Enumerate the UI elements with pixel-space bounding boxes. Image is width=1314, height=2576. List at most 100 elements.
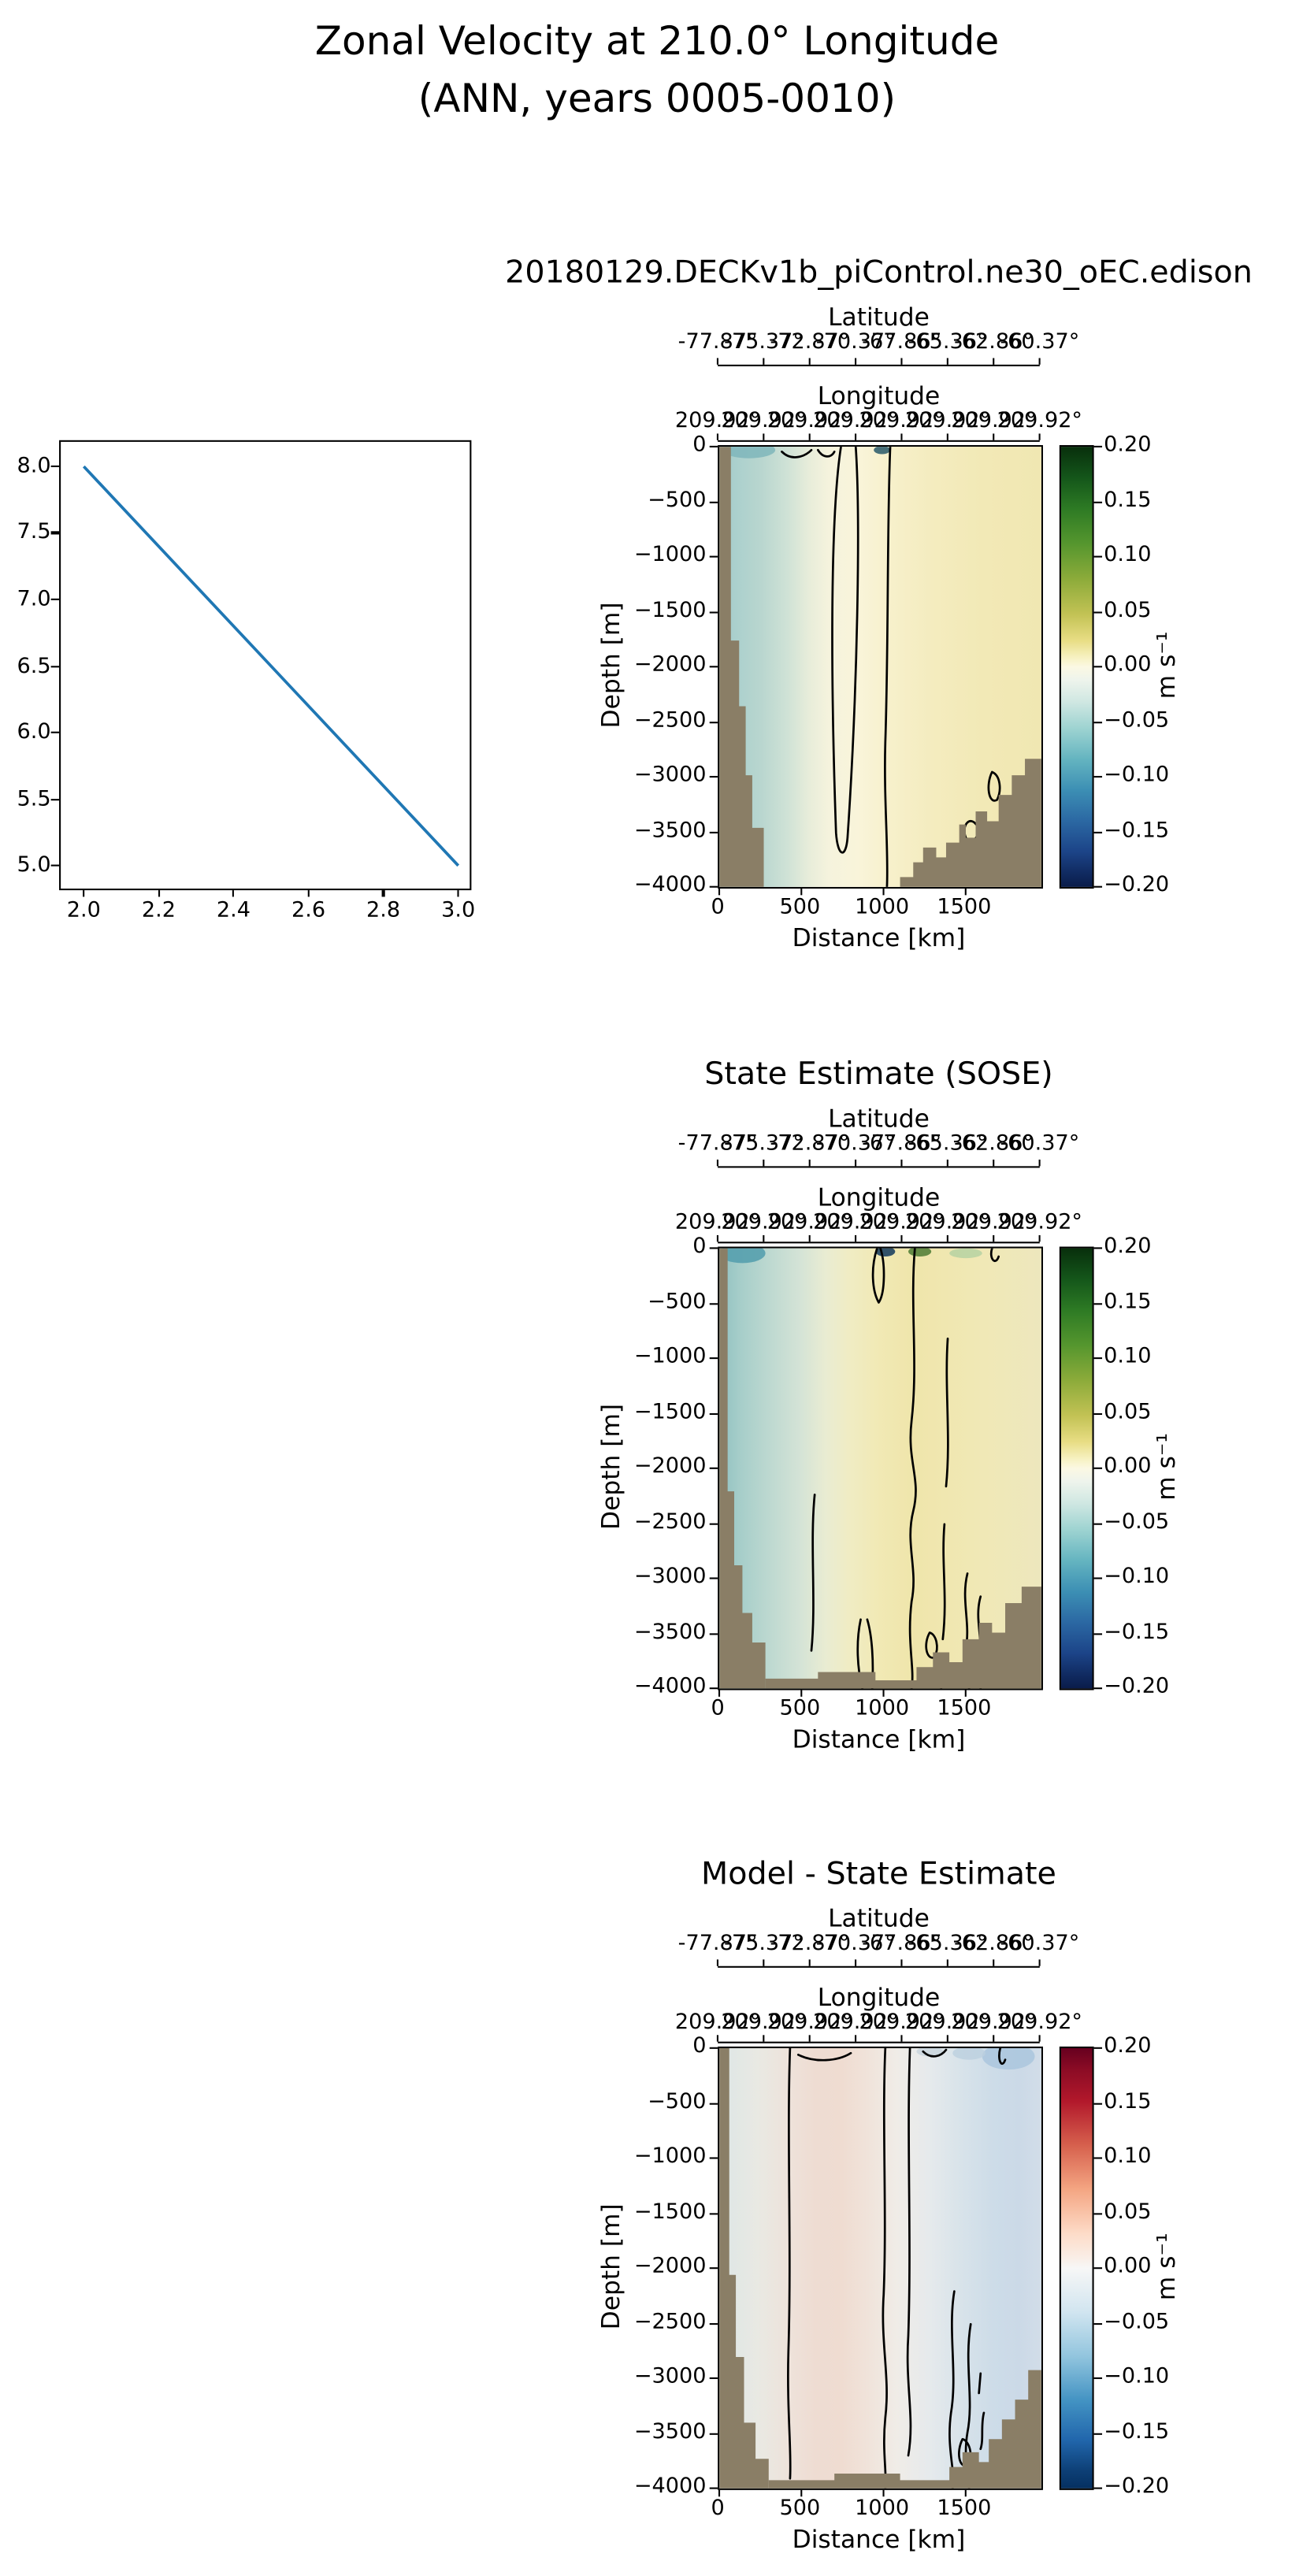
latitude-axis-label: Latitude — [828, 1104, 930, 1134]
depth-tick-label: −3000 — [633, 1564, 707, 1590]
panel-title-sose: State Estimate (SOSE) — [704, 1056, 1053, 1093]
longitude-tick-label: 209.92° — [859, 1210, 945, 1235]
latitude-tick-label: -62.86° — [953, 1131, 1034, 1156]
tick-mark — [855, 1160, 857, 1167]
tick-mark — [232, 890, 235, 897]
distance-tickmarks — [718, 888, 967, 896]
lineplot-x-tick-label: 3.0 — [441, 898, 476, 923]
tick-mark — [1038, 433, 1041, 440]
tick-mark — [964, 2489, 967, 2497]
tick-mark — [964, 1690, 967, 1697]
tick-mark — [709, 1577, 718, 1579]
tick-mark — [709, 2377, 718, 2380]
colorbar-tick-label: 0.15 — [1104, 2089, 1152, 2114]
lineplot-y-tick-label: 6.5 — [17, 653, 51, 679]
latitude-tick-label: -65.36° — [908, 330, 988, 355]
tick-mark — [763, 433, 765, 440]
latitude-tick-label: -60.37° — [1000, 1931, 1080, 1957]
longitude-tick-label: 209.92° — [951, 409, 1037, 434]
depth-tick-label: −2000 — [633, 652, 707, 678]
depth-tick-label: −3000 — [633, 763, 707, 788]
tick-mark — [709, 555, 718, 559]
longitude-axis-line — [716, 1234, 1041, 1244]
tick-mark — [1093, 1577, 1103, 1579]
tick-mark — [808, 1959, 811, 1966]
depth-tick-label: −500 — [648, 488, 707, 513]
colorbar-tick-label: 0.15 — [1104, 1289, 1152, 1314]
tick-mark — [1093, 2267, 1103, 2270]
colorbar-model — [1059, 445, 1103, 889]
colorbar-tick-label: −0.10 — [1104, 1564, 1170, 1590]
lineplot-y-tick-label: 6.0 — [17, 720, 51, 745]
tick-mark — [709, 2102, 718, 2105]
depth-tick-label: 0 — [692, 1234, 707, 1260]
latitude-tick-label: -75.37° — [724, 1931, 804, 1957]
tick-mark — [83, 890, 85, 897]
colorbar-tick-labels: 0.20 0.15 0.10 0.05 0.00 −0.05 −0.10 −0.15 −0.20 — [1104, 2034, 1178, 2499]
panel-sose: State Estimate (SOSE) Latitude -77.87° -7… — [592, 1056, 1183, 1763]
lineplot-x-tick-label: 2.0 — [66, 898, 101, 923]
colorbar-sose — [1059, 1246, 1103, 1691]
depth-tick-label: −3500 — [633, 1619, 707, 1645]
latitude-tick-label: -77.87° — [677, 330, 758, 355]
lineplot-y-tickmarks — [50, 465, 60, 867]
tick-mark — [946, 2035, 949, 2042]
lineplot-y-tick-label: 5.5 — [17, 786, 51, 811]
colorbar-tick-labels: 0.20 0.15 0.10 0.05 0.00 −0.05 −0.10 −0.15 −0.20 — [1104, 1234, 1178, 1699]
latitude-tick-label: -77.87° — [677, 1931, 758, 1957]
depth-tickmarks — [709, 2047, 718, 2490]
longitude-tick-label: 209.92° — [904, 409, 991, 434]
latitude-tick-labels: -77.87° -75.37° -72.87° -70.37° -67.86° -65.3… — [678, 1931, 1080, 1957]
latitude-tick-label: -62.86° — [953, 1931, 1034, 1957]
tick-mark — [946, 358, 949, 365]
longitude-axis-label: Longitude — [817, 380, 941, 411]
lineplot-x-tick-labels: 2.0 2.2 2.4 2.6 2.8 3.0 — [67, 898, 476, 923]
distance-tick-label: 500 — [779, 1696, 821, 1722]
tick-mark — [1093, 830, 1103, 833]
longitude-tick-labels: 209.92° 209.92° 209.92° 209.92° 209.92° 209.9… — [675, 2010, 1082, 2035]
tick-mark — [1093, 2487, 1103, 2490]
colorbar-tick-label: −0.20 — [1104, 873, 1170, 898]
tick-mark — [50, 598, 60, 601]
tick-mark — [50, 465, 60, 468]
longitude-tick-label: 209.92° — [951, 1210, 1037, 1235]
latitude-axis-line — [716, 358, 1041, 366]
latitude-tick-label: -72.87° — [770, 1931, 850, 1957]
tick-mark — [709, 1522, 718, 1525]
panel-title-difference: Model - State Estimate — [701, 1856, 1056, 1892]
lineplot-x-tickmarks — [83, 890, 459, 897]
latitude-tick-label: -72.87° — [770, 1131, 850, 1156]
tick-mark — [709, 1687, 718, 1690]
longitude-axis-line — [716, 2035, 1041, 2043]
colorbar-tick-label: −0.20 — [1104, 2474, 1170, 2500]
contour-field-difference — [719, 2047, 1041, 2489]
latitude-tick-label: -70.37° — [815, 1931, 896, 1957]
tick-mark — [1038, 1234, 1041, 1242]
tick-mark — [709, 2432, 718, 2435]
tick-mark — [1093, 885, 1103, 889]
tick-mark — [855, 433, 857, 440]
colorbar-tick-label: 0.05 — [1104, 2199, 1152, 2225]
tick-mark — [50, 665, 60, 667]
tick-mark — [1093, 2102, 1103, 2105]
tick-mark — [1093, 500, 1103, 503]
longitude-tick-label: 209.92° — [721, 409, 807, 434]
longitude-tick-labels: 209.92° 209.92° 209.92° 209.92° 209.92° 209.9… — [675, 409, 1082, 434]
tick-mark — [158, 890, 160, 897]
tick-mark — [50, 864, 60, 867]
longitude-axis-line — [716, 433, 1041, 442]
tick-mark — [993, 1160, 995, 1167]
tick-mark — [900, 1234, 903, 1242]
tick-mark — [50, 532, 60, 534]
tick-mark — [763, 1160, 765, 1167]
depth-tick-label: −1500 — [633, 597, 707, 623]
tick-mark — [716, 1959, 719, 1966]
distance-axis-label: Distance [km] — [792, 922, 966, 953]
figure-title-line1: Zonal Velocity at 210.0° Longitude — [314, 17, 1000, 65]
lineplot-x-tick-label: 2.8 — [366, 898, 401, 923]
tick-mark — [900, 433, 903, 440]
lineplot-x-tick-label: 2.4 — [216, 898, 251, 923]
tick-mark — [50, 731, 60, 734]
latitude-axis-label: Latitude — [828, 1903, 930, 1934]
